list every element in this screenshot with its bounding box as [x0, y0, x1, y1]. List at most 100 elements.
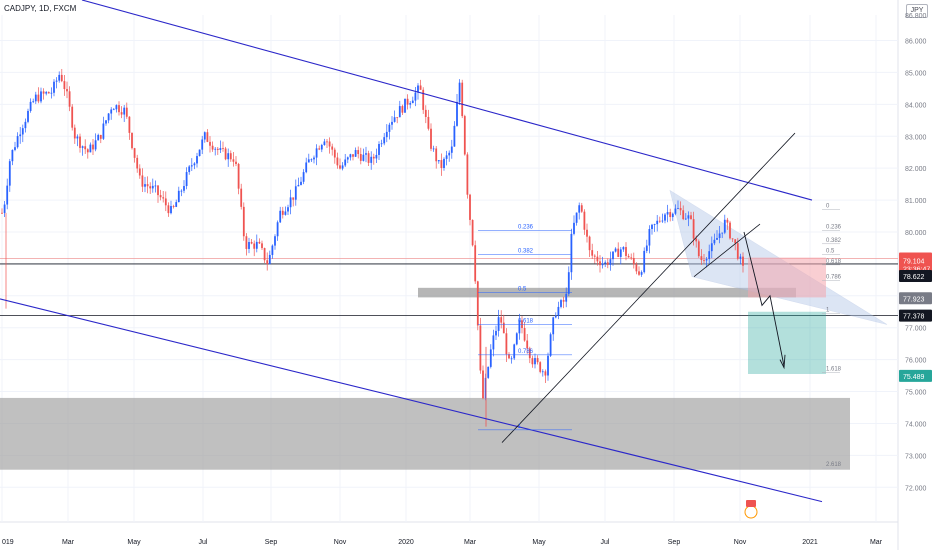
candle-body — [549, 334, 552, 356]
candle-body — [94, 140, 97, 150]
candle-body — [742, 256, 744, 266]
candle-body — [658, 220, 661, 222]
candle-body — [242, 206, 245, 237]
candle-body — [435, 148, 438, 162]
candle-body — [528, 348, 531, 359]
candle-body — [674, 208, 677, 214]
candle-body — [734, 239, 737, 244]
candle-body — [84, 146, 87, 150]
candle-body — [448, 152, 451, 156]
risk-box — [748, 257, 826, 298]
candle-body — [388, 124, 391, 132]
currency-label[interactable]: JPY — [906, 4, 928, 18]
candle-body — [505, 333, 508, 355]
candle-body — [560, 300, 562, 307]
candle-body — [690, 215, 692, 220]
candle-body — [32, 101, 35, 103]
candle-body — [458, 82, 461, 102]
fib-level-label: 0.618 — [518, 319, 534, 325]
candle-body — [198, 149, 201, 157]
candle-body — [692, 219, 695, 239]
candle-body — [736, 243, 739, 259]
drawings[interactable]: 0.236 0.382 0.5 0.618 0.786 1 0 0.236 0.382 0.5 0.… — [0, 0, 842, 503]
candle-body — [73, 127, 76, 139]
fib-ext-label: 2.618 — [826, 462, 842, 468]
candle-body — [619, 249, 622, 257]
candle-body — [81, 146, 84, 148]
trendline-rising — [501, 132, 796, 443]
candle-body — [50, 92, 53, 94]
candle-body — [167, 205, 170, 214]
candle-body — [453, 125, 456, 147]
fib-level-label: 0.786 — [518, 349, 534, 355]
candle-body — [417, 85, 419, 93]
candle-body — [700, 256, 703, 261]
candle-body — [544, 371, 547, 376]
candle-body — [487, 366, 490, 378]
candle-body — [409, 103, 412, 105]
candle-body — [315, 148, 318, 158]
candle-body — [508, 354, 510, 359]
candle-body — [250, 242, 253, 244]
candle-body — [697, 241, 700, 257]
price-tick: 86.000 — [905, 39, 927, 46]
candle-body — [89, 144, 92, 153]
candle-body — [456, 101, 458, 126]
candle-body — [292, 197, 295, 200]
candle-body — [240, 188, 243, 207]
candle-body — [21, 128, 24, 135]
candle-body — [201, 139, 204, 150]
candle-body — [562, 300, 565, 302]
candle-body — [190, 165, 193, 167]
price-tick: 80.000 — [905, 230, 927, 237]
candle-body — [185, 172, 188, 187]
candle-body — [523, 328, 526, 341]
candle-body — [227, 153, 230, 160]
candle-body — [437, 160, 440, 162]
event-icon[interactable] — [744, 500, 758, 519]
time-tick: May — [532, 539, 546, 546]
projection-arrowhead — [779, 354, 786, 370]
candle-body — [552, 317, 555, 335]
fib-ext-label: 0 — [826, 204, 830, 210]
candle-body — [99, 134, 102, 139]
time-tick: Mar — [464, 539, 477, 546]
candle-body — [687, 215, 690, 219]
candle-body — [266, 260, 269, 265]
candle-body — [578, 205, 581, 213]
candle-body — [276, 222, 279, 237]
candle-body — [432, 148, 435, 150]
candle-body — [648, 229, 651, 246]
candle-body — [450, 146, 453, 153]
candle-body — [336, 157, 339, 166]
candle-body — [11, 149, 14, 162]
candle-body — [79, 136, 81, 148]
candle-body — [463, 116, 466, 155]
candle-body — [614, 248, 617, 252]
fib-level-label: 0.236 — [518, 224, 534, 230]
candle-body — [575, 212, 578, 223]
candle-body — [427, 116, 430, 129]
supply-zone — [418, 287, 796, 298]
candle-body — [68, 91, 71, 107]
candle-body — [118, 105, 120, 113]
time-tick: 2021 — [802, 539, 818, 546]
candle-body — [627, 255, 630, 258]
candle-body — [216, 148, 219, 150]
candle-body — [193, 163, 196, 166]
fib-ext-label: 1.618 — [826, 366, 842, 372]
candle-body — [183, 186, 185, 191]
candle-body — [328, 141, 331, 147]
candle-body — [679, 208, 682, 211]
candle-body — [666, 212, 669, 215]
candle-body — [294, 186, 297, 200]
candle-body — [128, 116, 131, 133]
candle-body — [305, 162, 308, 173]
candle-body — [284, 211, 287, 215]
candle-body — [612, 251, 614, 260]
candle-body — [138, 168, 141, 176]
candle-body — [102, 123, 105, 139]
candle-body — [131, 132, 133, 149]
candle-body — [518, 320, 521, 334]
